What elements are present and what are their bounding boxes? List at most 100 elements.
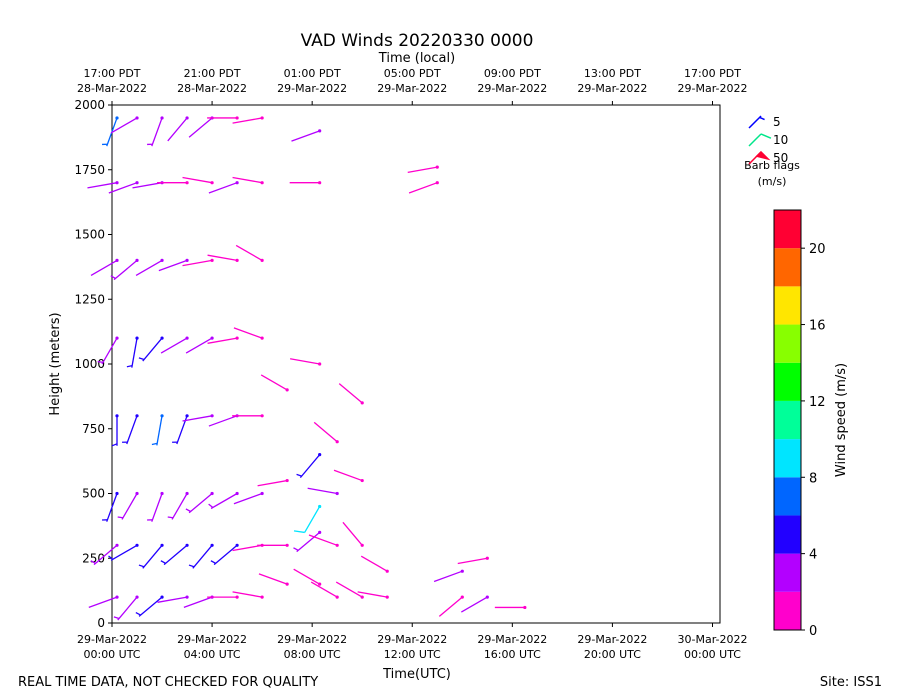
wind-barb [342, 521, 364, 547]
wind-barb [157, 181, 189, 185]
wind-barb [108, 181, 139, 194]
barb-base [235, 181, 239, 185]
barb-base [235, 595, 239, 599]
wind-barb [333, 469, 364, 483]
barb-base [160, 116, 164, 120]
barb-staff [207, 337, 238, 344]
wind-barb [188, 116, 214, 138]
barb-staff [257, 479, 288, 487]
barb-staff [748, 115, 762, 129]
x-tick-label: 00:00 UTC [83, 648, 140, 661]
colorbar-segment [774, 400, 801, 440]
barb-staff [182, 259, 213, 267]
y-tick-label: 1500 [74, 228, 105, 242]
wind-barb [338, 383, 364, 405]
wind-barb [90, 258, 119, 276]
barb-base [135, 491, 139, 496]
barb-base [185, 116, 189, 120]
barb-base [115, 543, 119, 547]
barb-staff [291, 130, 320, 142]
wind-barb [151, 414, 164, 446]
barb-staff [188, 493, 213, 514]
wind-barb [307, 487, 339, 496]
wind-barb [185, 491, 214, 514]
legend-label: 50 [773, 151, 788, 165]
barb-staff [408, 182, 438, 194]
wind-barb [357, 591, 389, 599]
barb-base [160, 336, 164, 340]
wind-barb [182, 414, 214, 422]
wind-barb [313, 421, 339, 444]
wind-barb [117, 491, 139, 520]
wind-barb [182, 258, 214, 267]
barb-base [285, 582, 289, 586]
barb-base [135, 258, 139, 262]
barb-staff [260, 374, 288, 391]
barb-half [111, 443, 118, 447]
barb-base [485, 556, 489, 560]
barb-staff [142, 544, 163, 569]
barb-half [188, 564, 195, 568]
wind-barb [160, 543, 189, 566]
colorbar-tick-label: 8 [809, 471, 817, 486]
barb-half [138, 564, 145, 568]
barb-base [210, 336, 214, 340]
barb-staff [232, 117, 263, 124]
barb-base [360, 478, 364, 483]
barb-staff [183, 596, 213, 608]
wind-barb [260, 374, 289, 392]
barb-half [208, 503, 214, 509]
colorbar-segment [774, 553, 801, 592]
barb-staff [188, 117, 213, 138]
barb-base [160, 543, 164, 547]
barb-half [167, 516, 174, 519]
colorbar-frame [773, 209, 802, 631]
barbs-layer [87, 116, 527, 621]
wind-barb [147, 491, 164, 522]
barb-staff [290, 358, 320, 365]
wind-barb [233, 491, 264, 505]
barb-base [210, 258, 214, 262]
legend-label: 10 [773, 133, 788, 147]
x2-tick-label: 13:00 PDT [584, 67, 641, 80]
barb-staff [310, 581, 338, 598]
x-tick-label: 29-Mar-2022 [177, 633, 247, 646]
barb-full [293, 530, 305, 534]
barb-staff [457, 557, 488, 565]
colorbar-segment [774, 439, 801, 478]
barb-base [115, 258, 119, 262]
x-axis-label: Time(UTC) [382, 667, 451, 682]
wind-barb [110, 258, 139, 281]
barb-staff [106, 493, 118, 522]
barb-staff [93, 544, 118, 566]
wind-barb [172, 414, 189, 445]
barb-base [235, 543, 239, 547]
y-tick-label: 1250 [74, 292, 105, 306]
barb-staff [185, 337, 213, 354]
barb-base [210, 543, 214, 547]
barb-staff [131, 337, 138, 368]
wind-barb [233, 327, 264, 340]
wind-barb [257, 543, 289, 547]
barb-base [318, 129, 322, 133]
wind-barb [207, 595, 239, 599]
colorbar-tick-label: 16 [809, 319, 826, 334]
barb-base [385, 595, 389, 599]
barb-base [260, 595, 264, 599]
wind-barb [232, 116, 264, 124]
barb-base [485, 595, 489, 599]
barb-base [360, 401, 364, 405]
barb-half [110, 275, 116, 279]
barb-staff [307, 487, 338, 495]
y-tick-label: 1000 [74, 357, 105, 371]
barb-staff [210, 492, 238, 510]
x2-tick-label: 29-Mar-2022 [377, 82, 447, 95]
barb-flag [755, 150, 771, 161]
barb-base [115, 491, 119, 496]
barb-staff [304, 506, 321, 533]
wind-barb [210, 543, 239, 566]
barb-base [160, 595, 164, 599]
barb-base [115, 336, 119, 340]
x2-tick-label: 09:00 PDT [484, 67, 541, 80]
barb-staff [232, 544, 263, 552]
